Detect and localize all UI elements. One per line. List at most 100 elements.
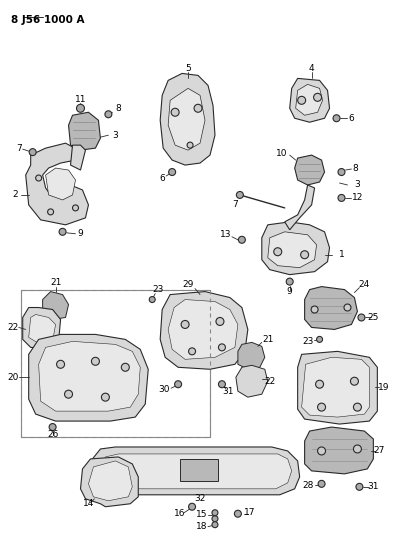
Circle shape xyxy=(344,304,351,311)
Circle shape xyxy=(194,104,202,112)
Text: 19: 19 xyxy=(378,383,389,392)
Circle shape xyxy=(317,403,326,411)
Polygon shape xyxy=(295,155,324,185)
Circle shape xyxy=(354,445,362,453)
Circle shape xyxy=(36,175,42,181)
Text: 9: 9 xyxy=(78,229,83,238)
Polygon shape xyxy=(80,457,138,507)
Polygon shape xyxy=(305,427,374,474)
Polygon shape xyxy=(69,112,100,150)
Circle shape xyxy=(57,360,64,368)
Text: 8 J56 1000 A: 8 J56 1000 A xyxy=(11,14,84,25)
Circle shape xyxy=(238,236,245,243)
Circle shape xyxy=(77,104,84,112)
Text: 10: 10 xyxy=(276,149,287,158)
Circle shape xyxy=(121,364,129,372)
Text: 5: 5 xyxy=(185,64,191,73)
Circle shape xyxy=(234,510,241,517)
Text: 24: 24 xyxy=(359,280,370,289)
Circle shape xyxy=(286,278,293,285)
Polygon shape xyxy=(302,357,369,417)
Circle shape xyxy=(64,390,72,398)
Text: 12: 12 xyxy=(352,193,363,203)
Circle shape xyxy=(171,108,179,116)
Text: 9: 9 xyxy=(287,287,292,296)
Circle shape xyxy=(354,403,362,411)
Text: 29: 29 xyxy=(182,280,194,289)
Text: 18: 18 xyxy=(196,522,208,531)
Circle shape xyxy=(218,344,225,351)
Polygon shape xyxy=(71,145,85,170)
Polygon shape xyxy=(42,292,69,319)
Text: 17: 17 xyxy=(244,508,255,517)
Circle shape xyxy=(356,483,363,490)
Circle shape xyxy=(338,168,345,175)
Text: 26: 26 xyxy=(47,430,58,439)
Circle shape xyxy=(181,320,189,328)
Circle shape xyxy=(333,115,340,122)
Circle shape xyxy=(102,393,109,401)
Text: 8: 8 xyxy=(116,104,121,113)
Polygon shape xyxy=(305,287,357,329)
Circle shape xyxy=(149,296,155,303)
Circle shape xyxy=(29,149,36,156)
Circle shape xyxy=(212,522,218,528)
Polygon shape xyxy=(298,351,377,424)
Polygon shape xyxy=(168,88,205,150)
Circle shape xyxy=(92,357,99,365)
Text: 15: 15 xyxy=(196,510,208,519)
Circle shape xyxy=(311,306,318,313)
Text: 14: 14 xyxy=(82,499,94,508)
Circle shape xyxy=(188,348,196,355)
Circle shape xyxy=(216,318,224,326)
Circle shape xyxy=(218,381,225,387)
Text: 31: 31 xyxy=(368,482,379,491)
Circle shape xyxy=(301,251,309,259)
Text: 20: 20 xyxy=(7,373,18,382)
Text: 11: 11 xyxy=(75,95,86,104)
Text: 25: 25 xyxy=(368,313,379,322)
Polygon shape xyxy=(46,168,76,200)
Circle shape xyxy=(188,503,196,510)
Circle shape xyxy=(298,96,306,104)
Circle shape xyxy=(317,447,326,455)
Text: 4: 4 xyxy=(309,64,314,73)
Text: 21: 21 xyxy=(50,278,61,287)
Polygon shape xyxy=(29,334,148,421)
Polygon shape xyxy=(89,461,132,501)
Polygon shape xyxy=(296,84,322,115)
Circle shape xyxy=(212,510,218,516)
Circle shape xyxy=(168,168,176,175)
Polygon shape xyxy=(168,300,238,359)
Circle shape xyxy=(72,205,79,211)
Text: 22: 22 xyxy=(7,323,18,332)
Polygon shape xyxy=(39,341,140,411)
Polygon shape xyxy=(23,308,61,349)
Circle shape xyxy=(212,516,218,522)
Text: 1: 1 xyxy=(339,250,344,259)
Polygon shape xyxy=(160,292,248,369)
Text: 7: 7 xyxy=(232,200,238,209)
Polygon shape xyxy=(90,447,300,495)
Circle shape xyxy=(358,314,365,321)
Text: 6: 6 xyxy=(159,174,165,182)
Text: 31: 31 xyxy=(222,387,234,395)
Circle shape xyxy=(49,424,56,431)
Text: 23: 23 xyxy=(302,337,313,346)
Polygon shape xyxy=(99,454,292,489)
Polygon shape xyxy=(26,143,89,225)
Circle shape xyxy=(47,209,54,215)
Text: 23: 23 xyxy=(153,285,164,294)
Text: 32: 32 xyxy=(194,494,206,503)
Bar xyxy=(21,289,210,437)
Circle shape xyxy=(350,377,359,385)
Text: 22: 22 xyxy=(264,377,275,386)
Text: 7: 7 xyxy=(16,143,22,152)
Text: 30: 30 xyxy=(158,385,170,394)
Circle shape xyxy=(338,195,345,201)
Polygon shape xyxy=(285,185,314,230)
Polygon shape xyxy=(236,365,268,397)
Bar xyxy=(180,459,218,481)
Circle shape xyxy=(59,228,66,235)
Text: 8: 8 xyxy=(352,164,358,173)
